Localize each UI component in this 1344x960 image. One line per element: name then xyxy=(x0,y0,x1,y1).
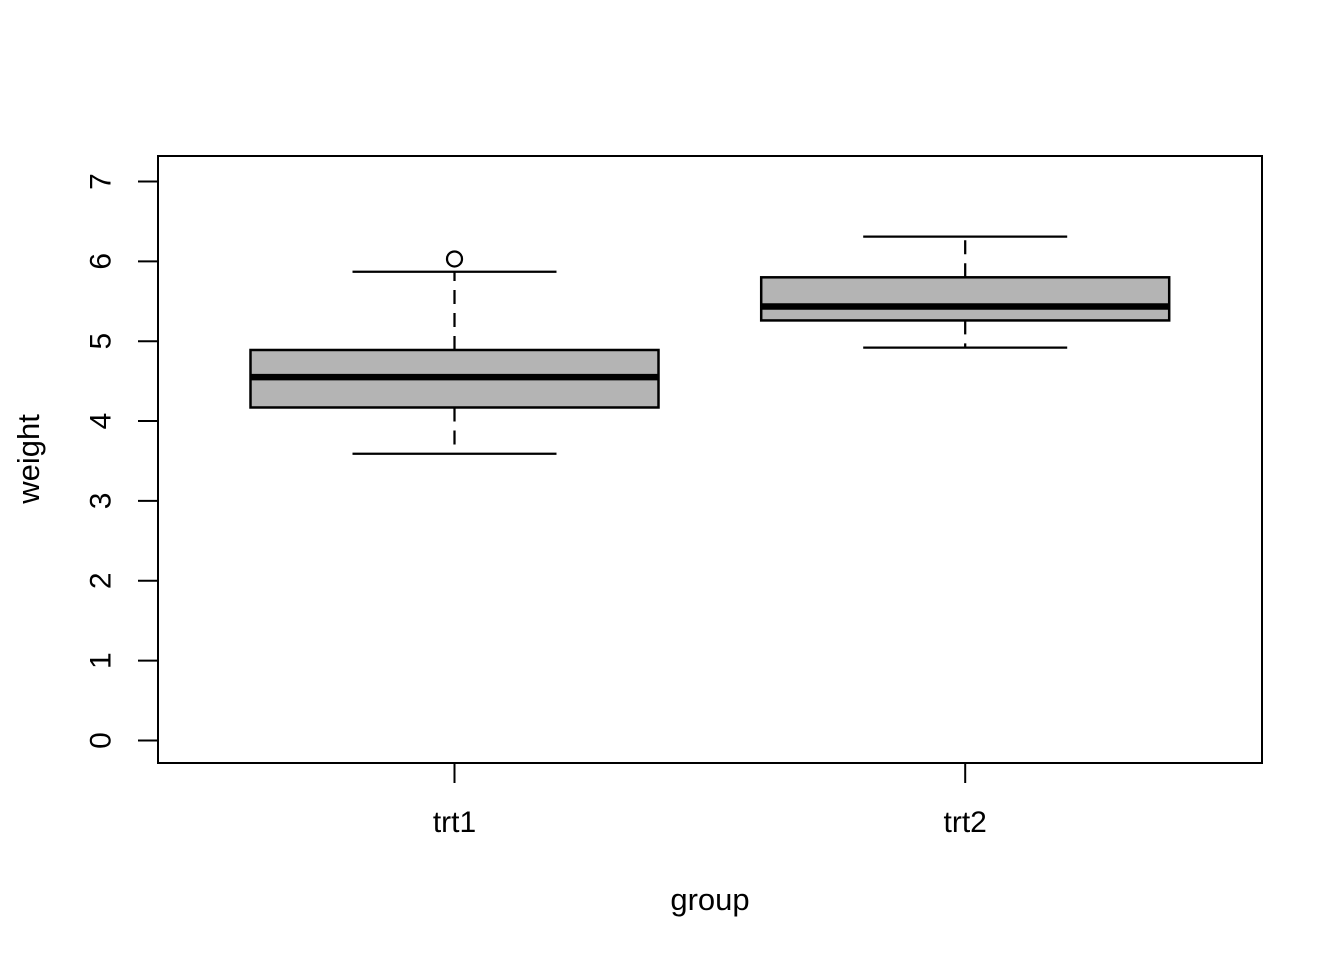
y-tick-label: 6 xyxy=(85,253,118,270)
x-category-label-trt1: trt1 xyxy=(433,806,476,839)
outlier-point-trt1 xyxy=(445,250,464,268)
x-category-label-trt2: trt2 xyxy=(944,806,987,839)
y-tick-label: 1 xyxy=(85,652,118,669)
y-tick-label: 4 xyxy=(85,413,118,430)
x-axis-label: group xyxy=(670,882,749,917)
plot-elements: 0 1 2 3 4 5 6 7 trt1 trt2 xyxy=(85,155,1263,839)
y-tick-label: 7 xyxy=(85,173,118,190)
y-tick-label: 0 xyxy=(85,732,118,749)
y-tick-label: 5 xyxy=(85,333,118,350)
y-tick-label: 3 xyxy=(85,493,118,510)
plot-frame xyxy=(157,155,1263,764)
box-trt2 xyxy=(759,276,1171,322)
y-tick-label: 2 xyxy=(85,572,118,589)
y-axis-label: weight xyxy=(11,414,46,505)
